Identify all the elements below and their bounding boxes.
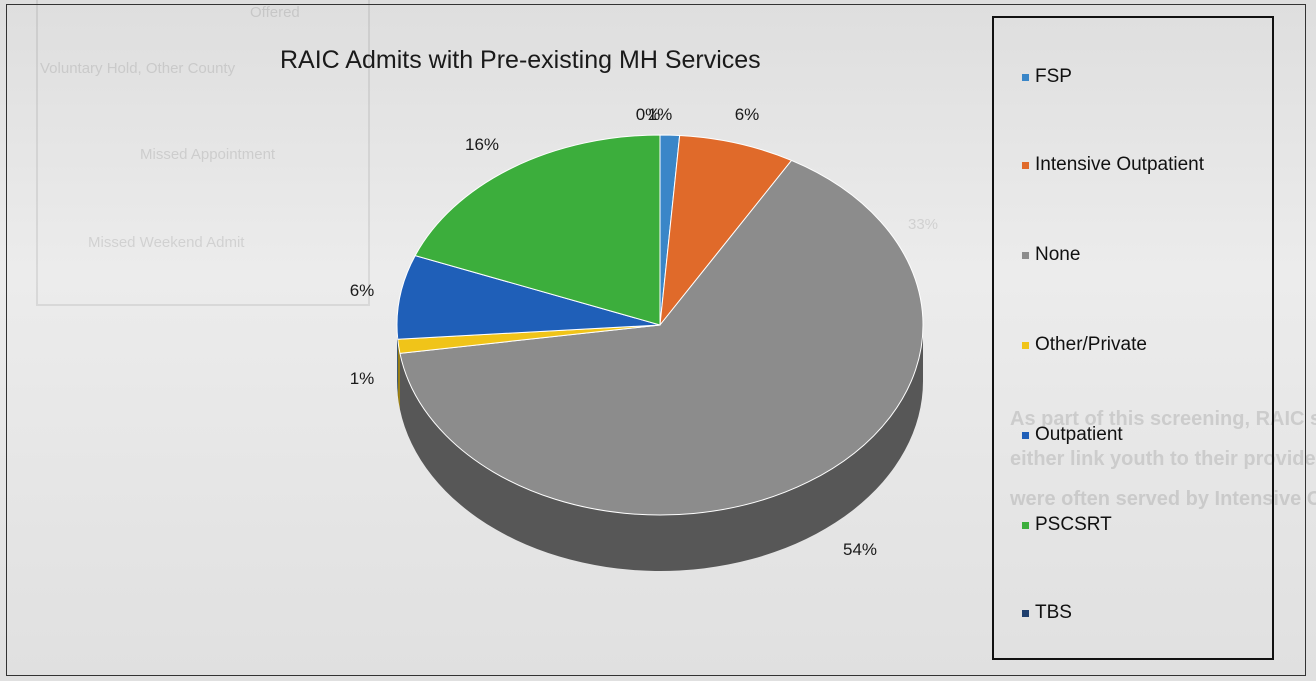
pie-labels: 1% 6% 54% 1% 6% 16% 0% [350,105,877,559]
ghost-legend-item: Offered [250,4,300,21]
legend-item-outpatient: Outpatient [1022,424,1123,446]
data-label-tbs: 0% [636,105,661,124]
pie-side-none [399,325,924,571]
legend-item-none: None [1022,244,1080,266]
chart-title: RAIC Admits with Pre-existing MH Service… [280,46,761,74]
legend-label: None [1035,244,1081,265]
legend-swatch [1022,161,1029,169]
ghost-legend-item: Voluntary Hold, Other County [40,60,236,77]
pie-side-other-private [397,339,400,410]
ghost-legend-box [36,0,370,306]
legend: FSP Intensive Outpatient None Other/Priv… [992,16,1274,660]
ghost-percent: 33% [908,216,939,233]
data-label-other-private: 1% [350,369,375,388]
legend-label: Other/Private [1035,334,1147,355]
legend-label: Outpatient [1035,424,1123,445]
legend-label: FSP [1035,66,1072,87]
legend-item-fsp: FSP [1022,66,1072,88]
legend-swatch [1022,251,1029,259]
pie-top [396,134,924,516]
ghost-legend-item: Missed Appointment [140,146,276,163]
legend-item-pscsrt: PSCSRT [1022,514,1112,536]
legend-label: Intensive Outpatient [1035,154,1204,175]
data-label-intensive-outpatient: 6% [735,105,760,124]
legend-swatch [1022,73,1029,81]
ghost-paragraph-line: either link youth to their providers. It… [1010,448,1316,470]
data-label-outpatient: 6% [350,281,375,300]
legend-swatch [1022,341,1029,349]
legend-label: TBS [1035,602,1072,623]
legend-item-other-private: Other/Private [1022,334,1147,356]
pie-slice-none [399,159,924,516]
chart-frame [6,4,1306,676]
pie-slice-intensive-outpatient [659,135,793,327]
legend-label: PSCSRT [1035,514,1112,535]
legend-swatch [1022,609,1029,617]
legend-item-tbs: TBS [1022,602,1072,624]
ghost-paragraph-line: As part of this screening, RAIC staff id… [1010,408,1316,430]
ghost-paragraph-line: were often served by Intensive Outpatien… [1010,488,1316,510]
legend-swatch [1022,431,1029,439]
pie-slice-pscsrt [414,134,661,326]
data-label-fsp: 1% [648,105,673,124]
legend-swatch [1022,521,1029,529]
pie-slice-outpatient [396,254,661,340]
legend-item-intensive-outpatient: Intensive Outpatient [1022,154,1204,176]
pie-side-outpatient [397,325,398,396]
ghost-legend-item: Missed Weekend Admit [88,234,245,251]
pie-sides [397,325,924,571]
data-label-none: 54% [843,540,877,559]
data-label-pscsrt: 16% [465,135,499,154]
